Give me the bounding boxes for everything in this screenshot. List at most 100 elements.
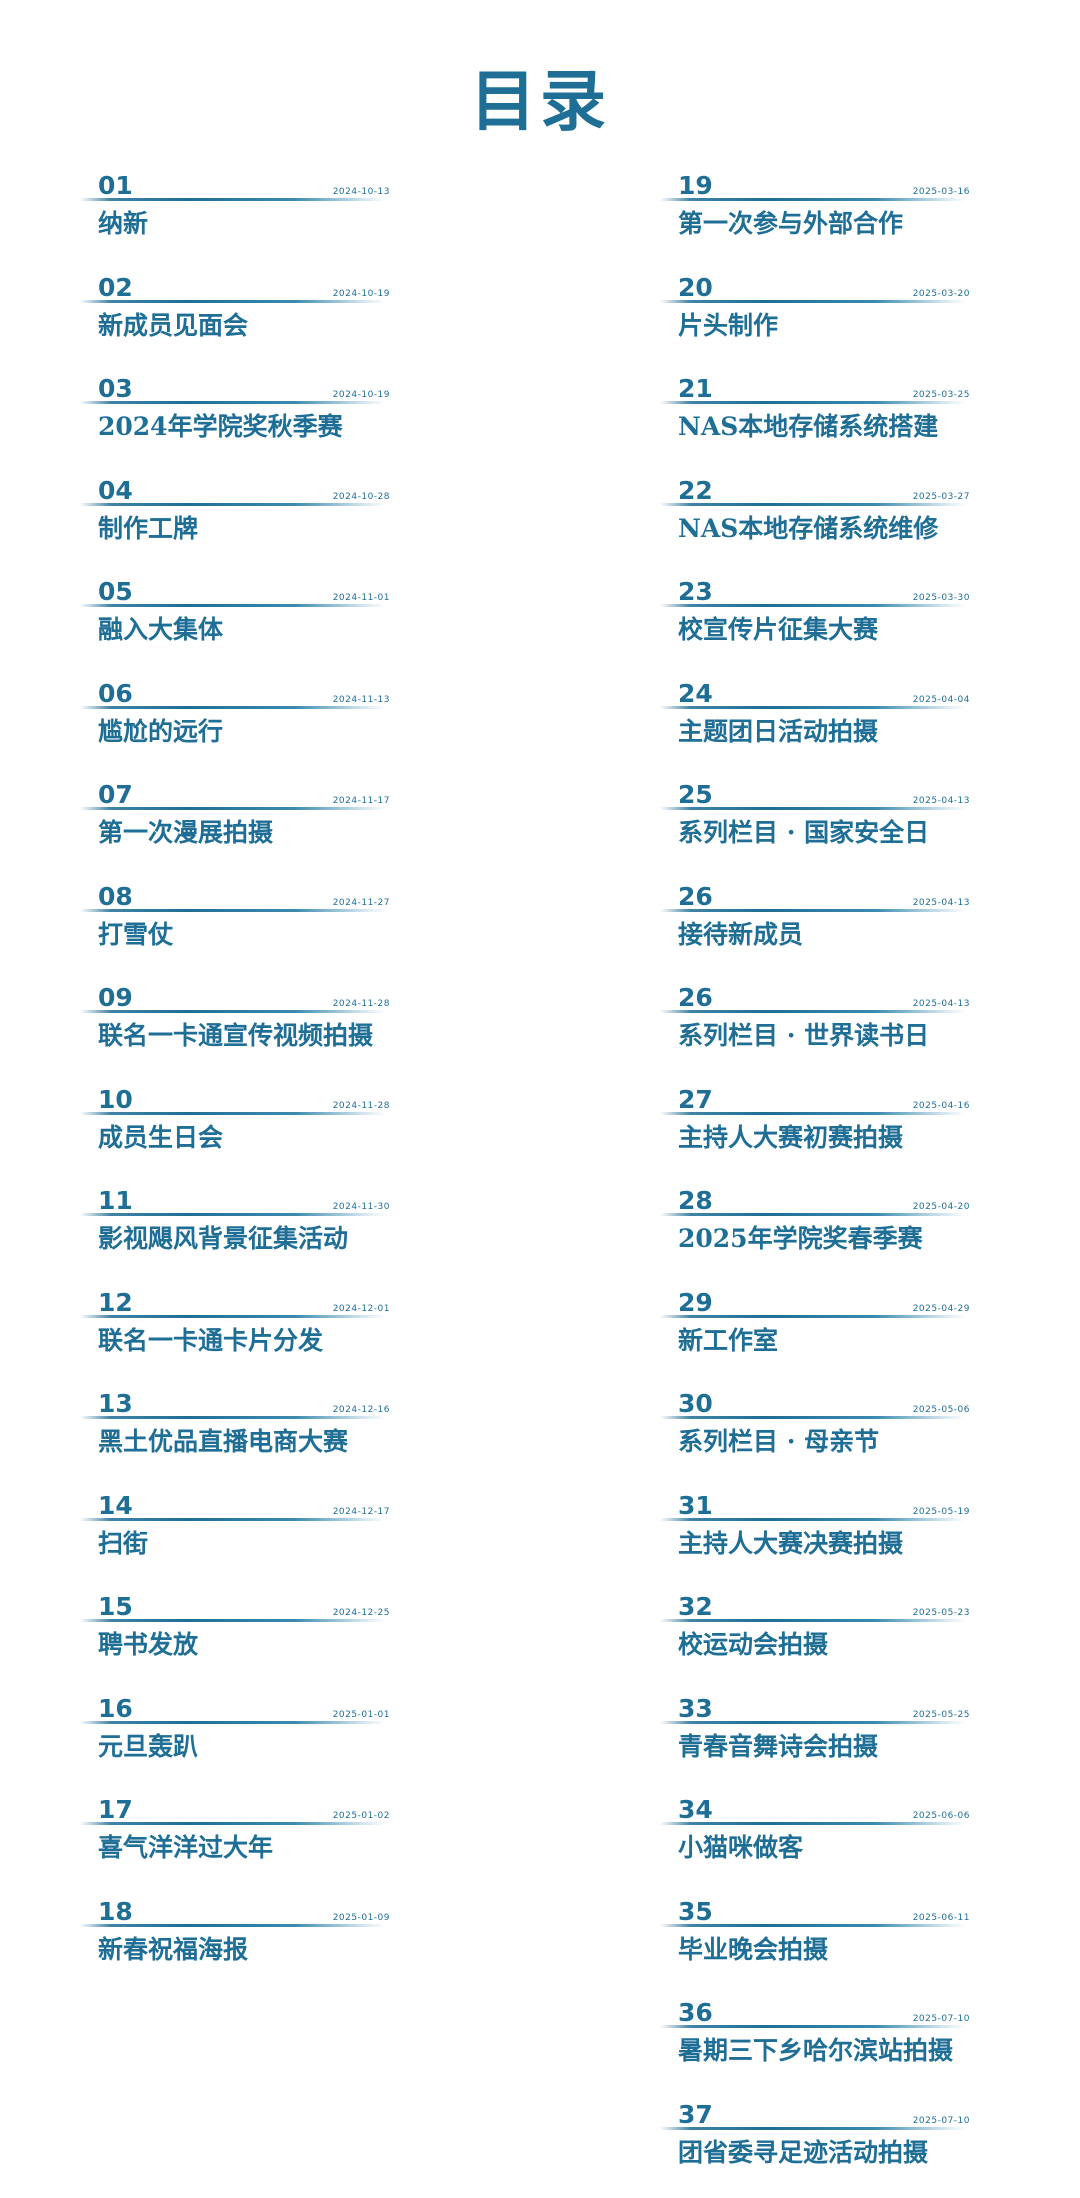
toc-entry-date: 2024-12-16 bbox=[333, 1405, 390, 1415]
toc-entry-date: 2024-10-19 bbox=[333, 289, 390, 299]
toc-entry[interactable]: 01 2024-10-13 纳新 bbox=[80, 168, 390, 270]
toc-entry-number: 36 bbox=[678, 1999, 713, 2027]
toc-entry-label: 2025年学院奖春季赛 bbox=[678, 1223, 923, 1255]
toc-entry-number: 01 bbox=[98, 172, 133, 200]
toc-entry-divider bbox=[660, 909, 966, 912]
toc-entry-divider bbox=[660, 300, 966, 303]
toc-entry-date: 2025-05-23 bbox=[913, 1608, 970, 1618]
toc-entry-date: 2024-12-25 bbox=[333, 1608, 390, 1618]
toc-entry-divider bbox=[660, 807, 966, 810]
toc-entry-label: 系列栏目 · 母亲节 bbox=[678, 1426, 879, 1458]
toc-entry-label: 暑期三下乡哈尔滨站拍摄 bbox=[678, 2035, 953, 2067]
toc-entry-date: 2025-07-10 bbox=[913, 2116, 970, 2126]
toc-entry-date: 2024-11-13 bbox=[333, 695, 390, 705]
toc-entry-number: 08 bbox=[98, 883, 133, 911]
toc-entry-number: 14 bbox=[98, 1492, 133, 1520]
toc-entry-divider bbox=[80, 401, 386, 404]
toc-entry-number: 25 bbox=[678, 781, 713, 809]
toc-entry-number: 19 bbox=[678, 172, 713, 200]
toc-entry-date: 2025-04-04 bbox=[913, 695, 970, 705]
toc-entry-divider bbox=[660, 1518, 966, 1521]
toc-entry-divider bbox=[80, 1315, 386, 1318]
toc-entry-date: 2024-11-28 bbox=[333, 1101, 390, 1111]
toc-entry-label: NAS本地存储系统搭建 bbox=[678, 411, 938, 443]
toc-entry-label: 接待新成员 bbox=[678, 919, 803, 951]
toc-entry-divider bbox=[660, 604, 966, 607]
toc-entry-number: 03 bbox=[98, 375, 133, 403]
toc-entry-date: 2025-01-01 bbox=[333, 1710, 390, 1720]
toc-entry-divider bbox=[660, 503, 966, 506]
toc-entry[interactable]: 26 2025-04-13 接待新成员 bbox=[660, 879, 970, 981]
toc-entry-divider bbox=[80, 1213, 386, 1216]
toc-entry-divider bbox=[80, 300, 386, 303]
toc-entry-label: 成员生日会 bbox=[98, 1122, 223, 1154]
toc-entry-number: 10 bbox=[98, 1086, 133, 1114]
toc-entry-divider bbox=[660, 2127, 966, 2130]
toc-entry-date: 2025-04-13 bbox=[913, 796, 970, 806]
toc-entry-number: 12 bbox=[98, 1289, 133, 1317]
toc-entry-number: 26 bbox=[678, 883, 713, 911]
toc-entry-number: 22 bbox=[678, 477, 713, 505]
toc-entry-number: 20 bbox=[678, 274, 713, 302]
toc-entry-number: 06 bbox=[98, 680, 133, 708]
toc-entry-label: 新工作室 bbox=[678, 1325, 778, 1357]
toc-entry-divider bbox=[80, 706, 386, 709]
toc-entry-label: 校运动会拍摄 bbox=[678, 1629, 828, 1661]
toc-entry-number: 27 bbox=[678, 1086, 713, 1114]
toc-entry-divider bbox=[660, 1010, 966, 1013]
toc-entry-label: 联名一卡通宣传视频拍摄 bbox=[98, 1020, 373, 1052]
toc-entry-label: 主题团日活动拍摄 bbox=[678, 716, 878, 748]
toc-entry[interactable]: 10 2024-11-28 成员生日会 bbox=[80, 1082, 390, 1184]
toc-entry-divider bbox=[80, 198, 386, 201]
toc-entry-label: 校宣传片征集大赛 bbox=[678, 614, 878, 646]
toc-entry-label: 系列栏目 · 世界读书日 bbox=[678, 1020, 929, 1052]
toc-entry-date: 2025-04-13 bbox=[913, 898, 970, 908]
toc-entry-divider bbox=[80, 1518, 386, 1521]
toc-entry-date: 2025-06-11 bbox=[913, 1913, 970, 1923]
toc-entry-divider bbox=[660, 198, 966, 201]
toc-entry-date: 2024-10-13 bbox=[333, 187, 390, 197]
toc-entry-label: 纳新 bbox=[98, 208, 148, 240]
toc-entry-divider bbox=[660, 706, 966, 709]
toc-entry-number: 23 bbox=[678, 578, 713, 606]
toc-entry-label: 第一次漫展拍摄 bbox=[98, 817, 273, 849]
toc-entry-divider bbox=[80, 909, 386, 912]
toc-entry-number: 21 bbox=[678, 375, 713, 403]
toc-entry-number: 33 bbox=[678, 1695, 713, 1723]
